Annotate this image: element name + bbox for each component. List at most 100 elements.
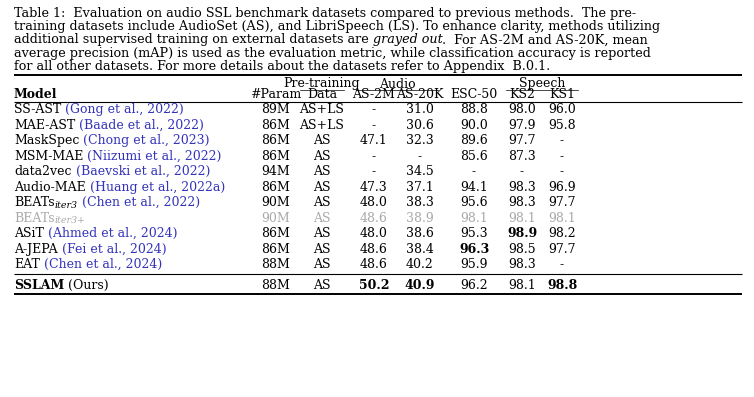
Text: 86M: 86M xyxy=(262,227,290,240)
Text: Table 1:  Evaluation on audio SSL benchmark datasets compared to previous method: Table 1: Evaluation on audio SSL benchma… xyxy=(14,7,636,20)
Text: (Fei et al., 2024): (Fei et al., 2024) xyxy=(57,243,166,256)
Text: 94M: 94M xyxy=(262,165,290,178)
Text: (Ahmed et al., 2024): (Ahmed et al., 2024) xyxy=(44,227,177,240)
Text: 89.6: 89.6 xyxy=(460,134,488,147)
Text: Audio: Audio xyxy=(379,77,415,91)
Text: 47.3: 47.3 xyxy=(360,181,388,194)
Text: 89M: 89M xyxy=(262,103,290,116)
Text: grayed out: grayed out xyxy=(372,33,443,46)
Text: Pre-training: Pre-training xyxy=(284,77,360,91)
Text: (Niizumi et al., 2022): (Niizumi et al., 2022) xyxy=(84,150,222,163)
Text: (Chong et al., 2023): (Chong et al., 2023) xyxy=(79,134,210,147)
Text: MaskSpec: MaskSpec xyxy=(14,134,79,147)
Text: 96.2: 96.2 xyxy=(460,279,488,292)
Text: 86M: 86M xyxy=(262,134,290,147)
Text: 98.1: 98.1 xyxy=(508,212,536,225)
Text: -: - xyxy=(372,103,376,116)
Text: 97.7: 97.7 xyxy=(548,196,576,209)
Text: -: - xyxy=(520,165,524,178)
Text: iter3: iter3 xyxy=(54,201,78,210)
Text: 96.0: 96.0 xyxy=(548,103,576,116)
Text: AS: AS xyxy=(313,279,331,292)
Text: 30.6: 30.6 xyxy=(406,119,434,132)
Text: additional supervised training on external datasets are: additional supervised training on extern… xyxy=(14,33,372,46)
Text: 90M: 90M xyxy=(262,196,290,209)
Text: SS-AST: SS-AST xyxy=(14,103,61,116)
Text: .  For AS-2M and AS-20K, mean: . For AS-2M and AS-20K, mean xyxy=(443,33,648,46)
Text: Data: Data xyxy=(307,89,337,102)
Text: AS: AS xyxy=(313,243,331,256)
Text: BEATs: BEATs xyxy=(14,196,54,209)
Text: 38.4: 38.4 xyxy=(406,243,434,256)
Text: -: - xyxy=(372,165,376,178)
Text: 98.9: 98.9 xyxy=(507,227,537,240)
Text: 34.5: 34.5 xyxy=(406,165,434,178)
Text: 94.1: 94.1 xyxy=(460,181,488,194)
Text: (Chen et al., 2022): (Chen et al., 2022) xyxy=(78,196,200,209)
Text: 98.2: 98.2 xyxy=(548,227,576,240)
Text: 98.3: 98.3 xyxy=(508,181,536,194)
Text: -: - xyxy=(560,134,564,147)
Text: 98.1: 98.1 xyxy=(548,212,576,225)
Text: 32.3: 32.3 xyxy=(406,134,434,147)
Text: 95.8: 95.8 xyxy=(548,119,576,132)
Text: 88.8: 88.8 xyxy=(460,103,488,116)
Text: AS: AS xyxy=(313,134,331,147)
Text: 98.1: 98.1 xyxy=(508,279,536,292)
Text: 86M: 86M xyxy=(262,243,290,256)
Text: average precision (mAP) is used as the evaluation metric, while classification a: average precision (mAP) is used as the e… xyxy=(14,46,651,60)
Text: 48.6: 48.6 xyxy=(360,243,388,256)
Text: 48.0: 48.0 xyxy=(360,196,388,209)
Text: -: - xyxy=(560,258,564,271)
Text: 90.0: 90.0 xyxy=(460,119,488,132)
Text: AS: AS xyxy=(313,227,331,240)
Text: A-JEPA: A-JEPA xyxy=(14,243,57,256)
Text: 40.9: 40.9 xyxy=(405,279,435,292)
Text: -: - xyxy=(560,165,564,178)
Text: (Baade et al., 2022): (Baade et al., 2022) xyxy=(75,119,204,132)
Text: (Chen et al., 2024): (Chen et al., 2024) xyxy=(40,258,162,271)
Text: 50.2: 50.2 xyxy=(359,279,389,292)
Text: AS: AS xyxy=(313,258,331,271)
Text: MSM-MAE: MSM-MAE xyxy=(14,150,84,163)
Text: 47.1: 47.1 xyxy=(360,134,388,147)
Text: 40.2: 40.2 xyxy=(406,258,434,271)
Text: 48.0: 48.0 xyxy=(360,227,388,240)
Text: AS: AS xyxy=(313,165,331,178)
Text: 98.1: 98.1 xyxy=(460,212,488,225)
Text: AS: AS xyxy=(313,181,331,194)
Text: AS: AS xyxy=(313,196,331,209)
Text: (Baevski et al., 2022): (Baevski et al., 2022) xyxy=(72,165,210,178)
Text: AS-2M: AS-2M xyxy=(353,89,395,102)
Text: for all other datasets. For more details about the datasets refer to Appendix  B: for all other datasets. For more details… xyxy=(14,60,550,73)
Text: iter3+: iter3+ xyxy=(54,216,86,225)
Text: 98.5: 98.5 xyxy=(508,243,536,256)
Text: -: - xyxy=(560,150,564,163)
Text: 86M: 86M xyxy=(262,119,290,132)
Text: AS-20K: AS-20K xyxy=(397,89,444,102)
Text: Audio-MAE: Audio-MAE xyxy=(14,181,86,194)
Text: AS+LS: AS+LS xyxy=(299,119,345,132)
Text: 31.0: 31.0 xyxy=(406,103,434,116)
Text: 90M: 90M xyxy=(262,212,290,225)
Text: training datasets include AudioSet (AS), and LibriSpeech (LS). To enhance clarit: training datasets include AudioSet (AS),… xyxy=(14,20,660,33)
Text: 97.7: 97.7 xyxy=(508,134,536,147)
Text: EAT: EAT xyxy=(14,258,40,271)
Text: 95.3: 95.3 xyxy=(460,227,488,240)
Text: ASiT: ASiT xyxy=(14,227,44,240)
Text: 38.3: 38.3 xyxy=(406,196,434,209)
Text: 38.6: 38.6 xyxy=(406,227,434,240)
Text: 88M: 88M xyxy=(262,279,290,292)
Text: 86M: 86M xyxy=(262,150,290,163)
Text: KS1: KS1 xyxy=(549,89,575,102)
Text: 96.3: 96.3 xyxy=(459,243,489,256)
Text: AS: AS xyxy=(313,150,331,163)
Text: 85.6: 85.6 xyxy=(460,150,488,163)
Text: -: - xyxy=(372,150,376,163)
Text: MAE-AST: MAE-AST xyxy=(14,119,75,132)
Text: 98.0: 98.0 xyxy=(508,103,536,116)
Text: SSLAM: SSLAM xyxy=(14,279,64,292)
Text: KS2: KS2 xyxy=(509,89,535,102)
Text: 97.9: 97.9 xyxy=(508,119,536,132)
Text: 95.6: 95.6 xyxy=(460,196,488,209)
